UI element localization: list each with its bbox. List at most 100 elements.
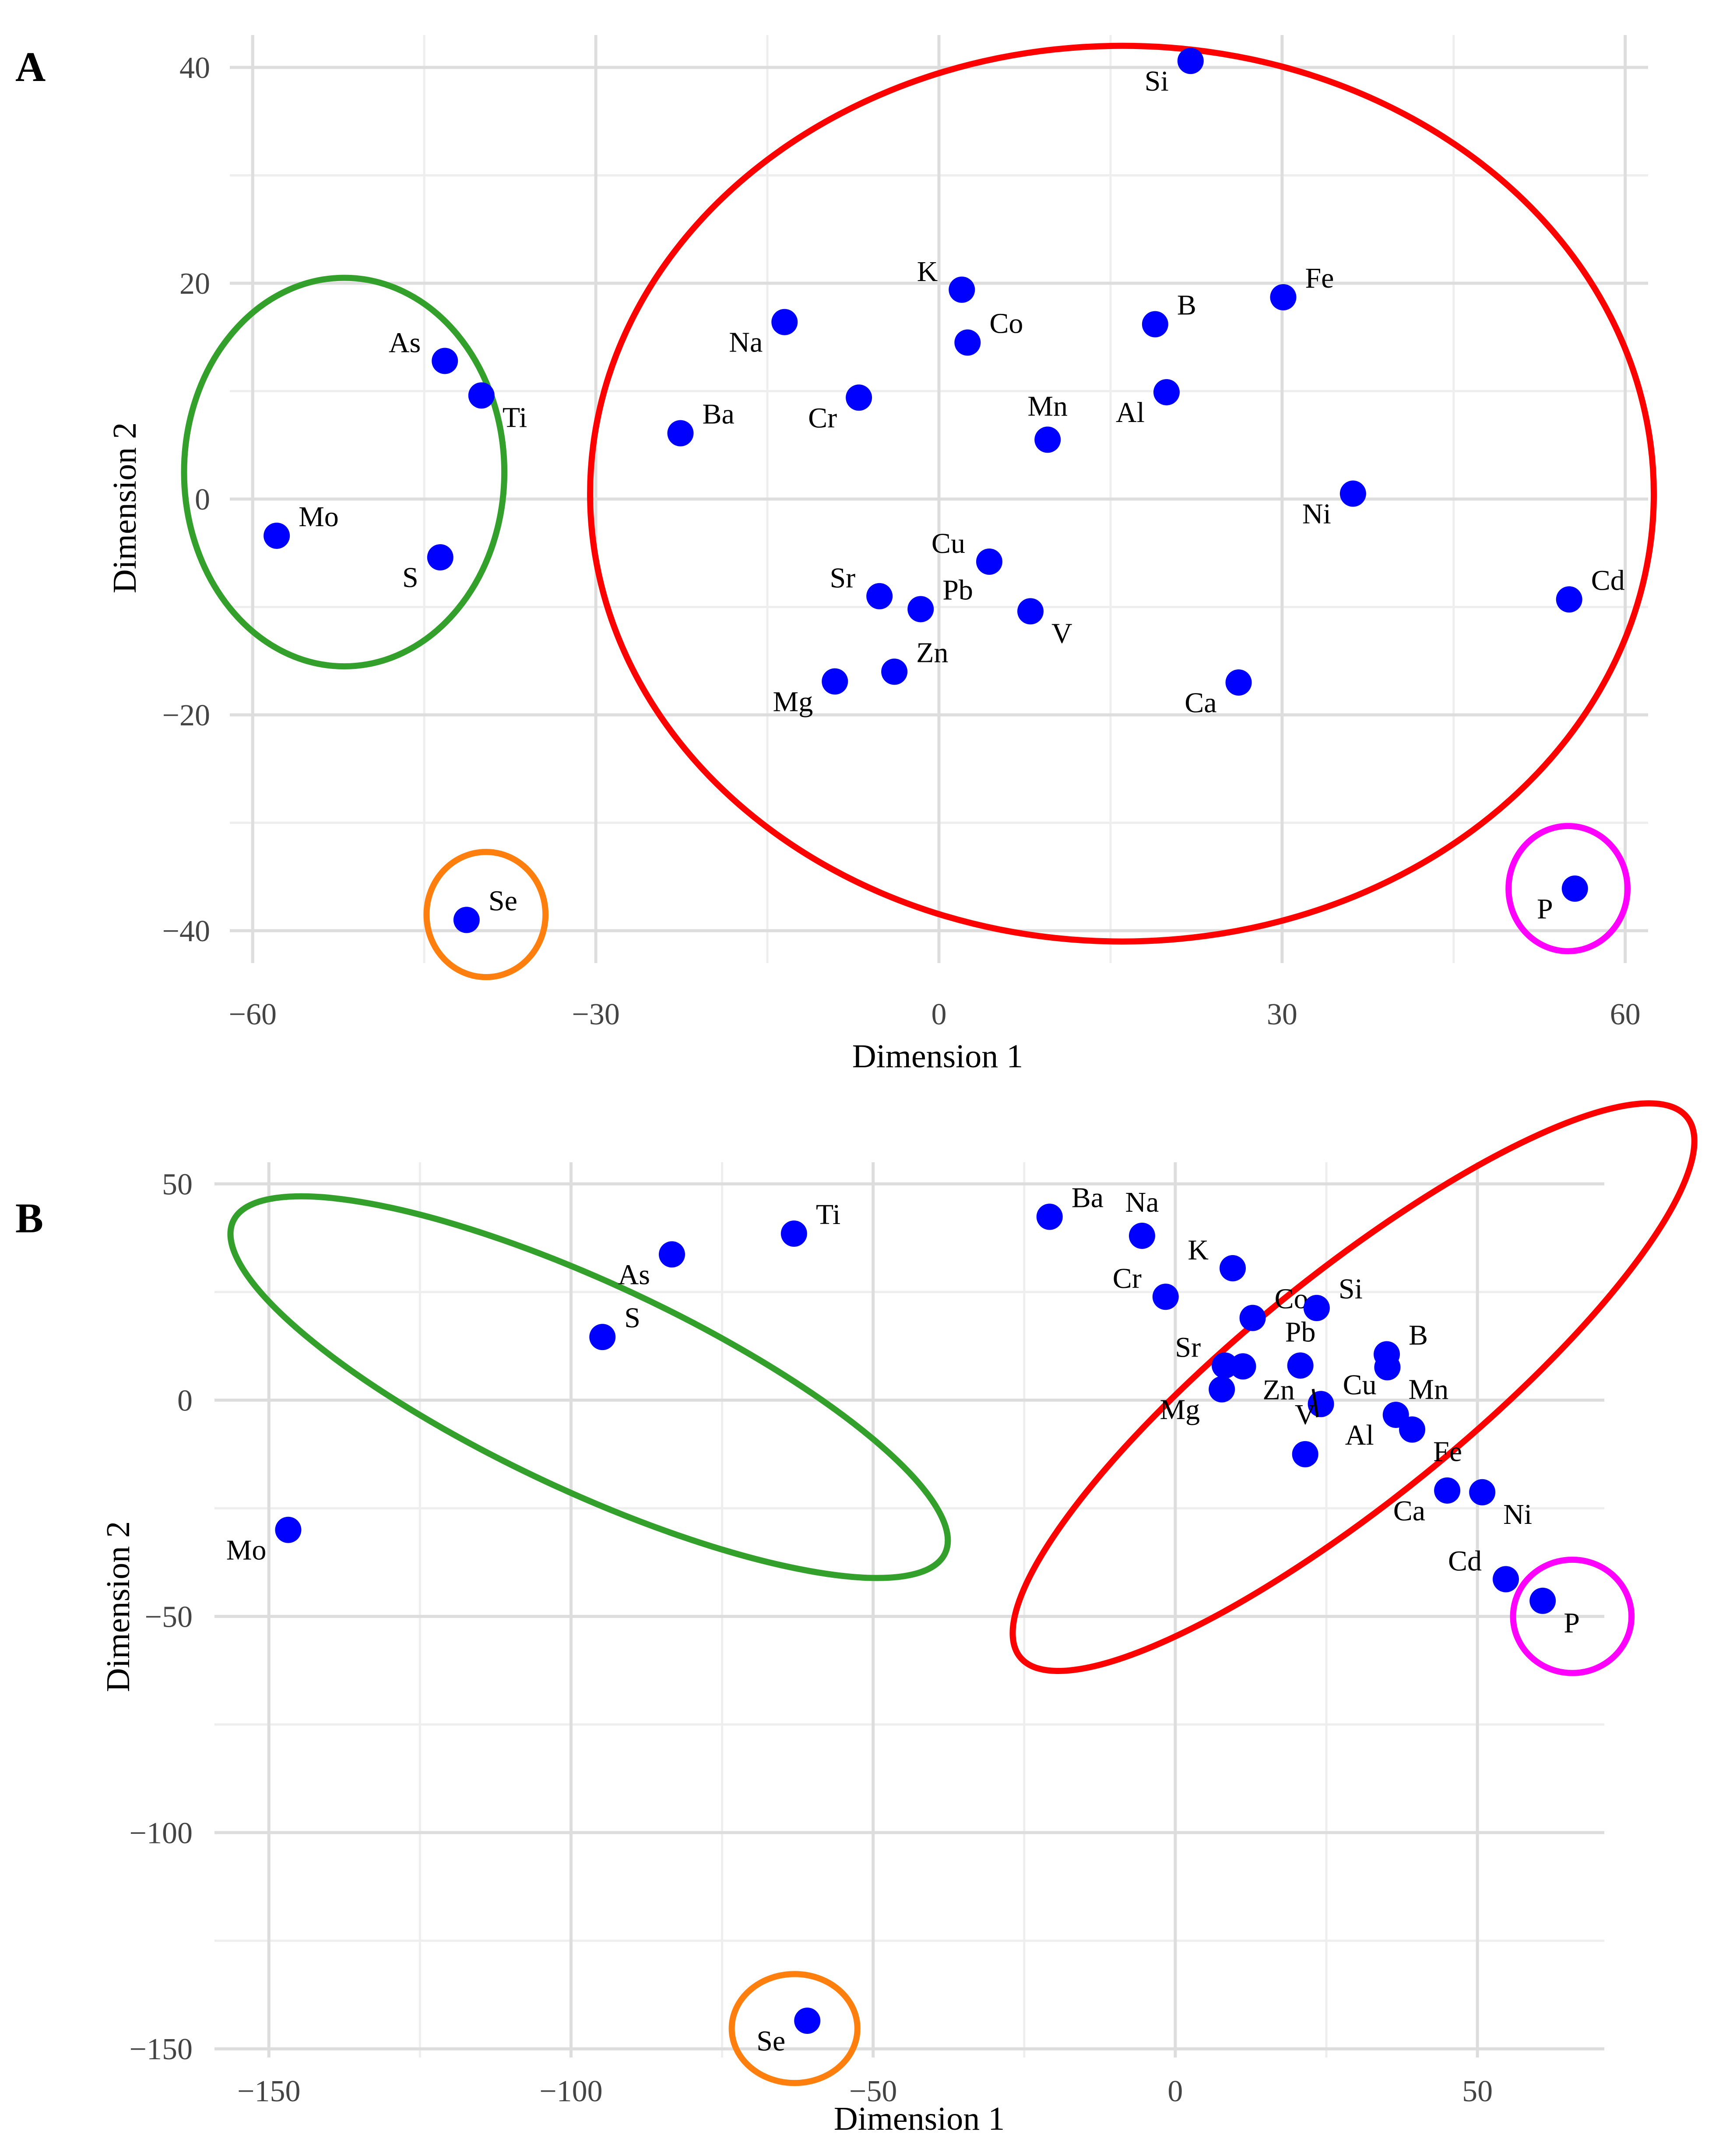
point-Pb (907, 596, 934, 623)
point-label-Cd: Cd (1591, 564, 1625, 596)
panel-b-grid (214, 1162, 1604, 2058)
point-V (1292, 1441, 1318, 1467)
point-Cd (1492, 1566, 1519, 1593)
point-Cu (976, 548, 1002, 575)
point-label-V: V (1295, 1399, 1316, 1431)
y-tick-label: −100 (130, 1816, 193, 1850)
point-Pb (1287, 1352, 1314, 1379)
panel-label-b: B (15, 1195, 43, 1242)
point-Ca (1434, 1477, 1461, 1504)
point-label-Cu: Cu (1343, 1369, 1377, 1401)
point-B (1142, 311, 1168, 338)
point-label-Si: Si (1339, 1273, 1363, 1305)
point-label-Mn: Mn (1027, 390, 1068, 422)
point-As (658, 1241, 685, 1268)
point-Si (1303, 1294, 1330, 1321)
point-label-S: S (402, 562, 418, 594)
point-Ni (1469, 1479, 1496, 1505)
point-label-P: P (1537, 893, 1553, 925)
cluster-ellipse (227, 1193, 951, 1581)
point-label-Ti: Ti (503, 401, 527, 433)
point-label-Zn: Zn (916, 637, 948, 668)
point-label-Sr: Sr (1175, 1331, 1201, 1363)
point-Ni (1339, 480, 1366, 507)
point-K (1220, 1255, 1246, 1282)
x-tick-label: 0 (932, 998, 947, 1031)
point-As (432, 348, 458, 374)
x-tick-label: −60 (229, 998, 277, 1031)
x-tick-label: −100 (539, 2075, 602, 2108)
point-label-V: V (1051, 617, 1072, 649)
point-S (589, 1324, 616, 1351)
point-label-Ba: Ba (1072, 1182, 1104, 1213)
point-label-Fe: Fe (1305, 262, 1334, 294)
point-K (949, 276, 975, 303)
cluster-ellipse (1510, 1556, 1635, 1676)
point-label-Mo: Mo (299, 501, 339, 533)
panel-b-y-axis-title: Dimension 2 (100, 1521, 137, 1692)
point-Fe (1270, 284, 1297, 311)
point-label-Ba: Ba (702, 398, 734, 430)
x-tick-label: 30 (1267, 998, 1297, 1031)
point-label-Fe: Fe (1433, 1436, 1462, 1468)
x-tick-label: 50 (1462, 2075, 1493, 2108)
x-tick-label: 60 (1610, 998, 1641, 1031)
point-Mg (822, 668, 848, 695)
point-label-Al: Al (1345, 1419, 1374, 1451)
point-Mg (1209, 1376, 1235, 1403)
point-Zn (881, 658, 908, 685)
point-V (1017, 598, 1044, 625)
point-Ba (667, 420, 694, 447)
y-tick-label: 0 (195, 483, 210, 517)
point-label-Ca: Ca (1185, 687, 1216, 719)
cluster-ellipse (1505, 823, 1631, 954)
cluster-ellipse (728, 1971, 861, 2086)
point-label-Ti: Ti (816, 1199, 840, 1231)
y-tick-label: −150 (130, 2033, 193, 2066)
point-Cr (1152, 1284, 1179, 1310)
point-label-B: B (1409, 1319, 1428, 1351)
point-label-Cr: Cr (1113, 1263, 1142, 1294)
panel-a-y-axis-title: Dimension 2 (106, 422, 143, 594)
point-label-Cu: Cu (932, 528, 965, 559)
panel-b-points: Ba Na K Cr Co Si Sr Pb B Mn Mg Zn Cu Al Fe V Ca Ni Cd P Ti As… (226, 1182, 1580, 2057)
point-label-Al: Al (1116, 397, 1145, 429)
point-label-As: As (389, 327, 421, 359)
cluster-ellipse (423, 849, 549, 981)
label-leader-line (1311, 1389, 1319, 1417)
y-tick-label: −50 (145, 1600, 193, 1634)
y-tick-label: 20 (179, 267, 210, 301)
y-tick-label: 0 (177, 1384, 193, 1417)
point-label-Mn: Mn (1408, 1373, 1448, 1405)
point-label-Mo: Mo (226, 1534, 267, 1566)
point-label-As: As (618, 1259, 650, 1291)
point-label-Zn: Zn (1263, 1374, 1295, 1406)
point-label-Se: Se (489, 885, 517, 917)
point-Cr (846, 384, 872, 411)
point-label-Cr: Cr (808, 402, 837, 434)
panel-a-grid (230, 35, 1648, 963)
panel-a-x-axis-title: Dimension 1 (852, 1038, 1023, 1075)
x-tick-label: −50 (849, 2075, 897, 2108)
point-label-Mg: Mg (773, 686, 813, 718)
panel-b-clusters (227, 1100, 1698, 2086)
x-tick-label: −150 (237, 2075, 300, 2108)
panel-a-clusters (181, 42, 1657, 981)
point-label-Na: Na (1125, 1186, 1159, 1218)
point-label-S: S (624, 1302, 640, 1334)
point-label-Mg: Mg (1160, 1394, 1200, 1426)
cluster-ellipse (587, 42, 1657, 945)
point-label-Pb: Pb (942, 574, 973, 606)
point-Se (794, 2008, 821, 2034)
y-tick-label: −40 (162, 914, 210, 948)
point-Mo (264, 522, 290, 549)
point-label-Cd: Cd (1448, 1545, 1482, 1577)
point-label-Pb: Pb (1285, 1316, 1316, 1348)
y-tick-label: 50 (162, 1168, 193, 1201)
point-P (1561, 875, 1588, 902)
panel-a-tick-labels: −60 −30 0 30 60 −40 −20 0 20 40 (162, 51, 1641, 1031)
point-label-P: P (1564, 1607, 1580, 1639)
point-label-Ni: Ni (1503, 1498, 1532, 1530)
panel-label-a: A (15, 43, 46, 90)
